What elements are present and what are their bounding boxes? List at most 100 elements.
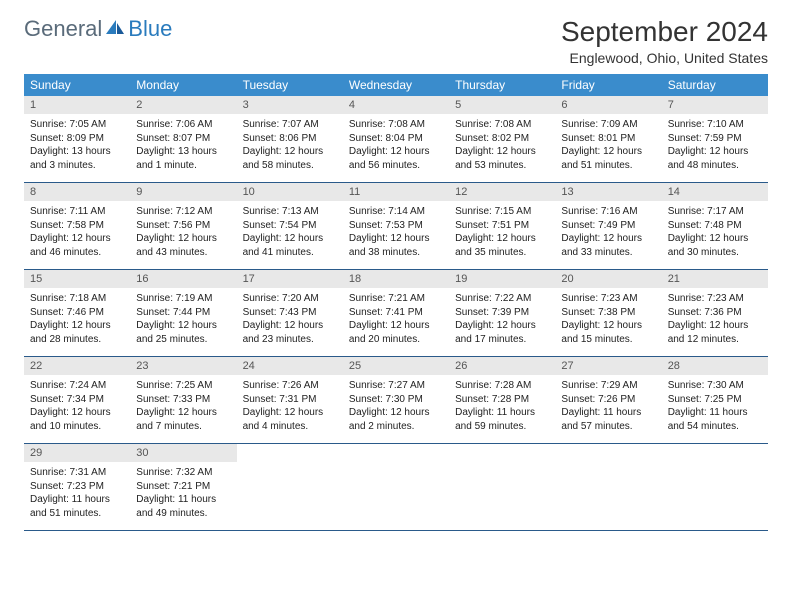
sunrise: Sunrise: 7:18 AM (30, 292, 124, 306)
sunrise: Sunrise: 7:08 AM (349, 118, 443, 132)
sunrise: Sunrise: 7:29 AM (561, 379, 655, 393)
daylight: Daylight: 11 hours and 54 minutes. (668, 406, 762, 433)
daylight: Daylight: 12 hours and 48 minutes. (668, 145, 762, 172)
day-number: 18 (343, 270, 449, 289)
day-cell: Sunrise: 7:10 AMSunset: 7:59 PMDaylight:… (662, 114, 768, 183)
sunset: Sunset: 7:30 PM (349, 393, 443, 407)
sunrise: Sunrise: 7:19 AM (136, 292, 230, 306)
day-cell: Sunrise: 7:23 AMSunset: 7:36 PMDaylight:… (662, 288, 768, 357)
sunset: Sunset: 8:09 PM (30, 132, 124, 146)
sunset: Sunset: 7:38 PM (561, 306, 655, 320)
day-number-row: 891011121314 (24, 183, 768, 202)
day-cell: Sunrise: 7:31 AMSunset: 7:23 PMDaylight:… (24, 462, 130, 531)
sunset: Sunset: 8:01 PM (561, 132, 655, 146)
daylight: Daylight: 12 hours and 28 minutes. (30, 319, 124, 346)
day-number: 3 (237, 96, 343, 114)
day-cell: Sunrise: 7:24 AMSunset: 7:34 PMDaylight:… (24, 375, 130, 444)
col-wednesday: Wednesday (343, 74, 449, 96)
daylight: Daylight: 12 hours and 4 minutes. (243, 406, 337, 433)
day-cell: Sunrise: 7:22 AMSunset: 7:39 PMDaylight:… (449, 288, 555, 357)
sunrise: Sunrise: 7:27 AM (349, 379, 443, 393)
day-number: 5 (449, 96, 555, 114)
sunrise: Sunrise: 7:11 AM (30, 205, 124, 219)
day-number: 8 (24, 183, 130, 202)
sunset: Sunset: 7:51 PM (455, 219, 549, 233)
day-cell: Sunrise: 7:23 AMSunset: 7:38 PMDaylight:… (555, 288, 661, 357)
day-number: 7 (662, 96, 768, 114)
sunset: Sunset: 7:23 PM (30, 480, 124, 494)
sunset: Sunset: 8:07 PM (136, 132, 230, 146)
day-number: 29 (24, 444, 130, 463)
day-cell: Sunrise: 7:32 AMSunset: 7:21 PMDaylight:… (130, 462, 236, 531)
daylight: Daylight: 12 hours and 17 minutes. (455, 319, 549, 346)
day-number: 2 (130, 96, 236, 114)
daylight: Daylight: 12 hours and 46 minutes. (30, 232, 124, 259)
day-number: 1 (24, 96, 130, 114)
day-cell: Sunrise: 7:07 AMSunset: 8:06 PMDaylight:… (237, 114, 343, 183)
day-cell: Sunrise: 7:17 AMSunset: 7:48 PMDaylight:… (662, 201, 768, 270)
sunset: Sunset: 7:31 PM (243, 393, 337, 407)
sunset: Sunset: 8:02 PM (455, 132, 549, 146)
col-friday: Friday (555, 74, 661, 96)
col-sunday: Sunday (24, 74, 130, 96)
daylight: Daylight: 13 hours and 3 minutes. (30, 145, 124, 172)
sunset: Sunset: 8:04 PM (349, 132, 443, 146)
daylight: Daylight: 11 hours and 57 minutes. (561, 406, 655, 433)
daylight: Daylight: 12 hours and 53 minutes. (455, 145, 549, 172)
sunrise: Sunrise: 7:16 AM (561, 205, 655, 219)
day-number: 22 (24, 357, 130, 376)
day-number-row: 2930 (24, 444, 768, 463)
day-number: 16 (130, 270, 236, 289)
day-number: 20 (555, 270, 661, 289)
day-number: 9 (130, 183, 236, 202)
daylight: Daylight: 12 hours and 2 minutes. (349, 406, 443, 433)
daylight: Daylight: 12 hours and 12 minutes. (668, 319, 762, 346)
day-number (555, 444, 661, 463)
day-number: 27 (555, 357, 661, 376)
day-cell: Sunrise: 7:28 AMSunset: 7:28 PMDaylight:… (449, 375, 555, 444)
day-number: 17 (237, 270, 343, 289)
daylight: Daylight: 12 hours and 15 minutes. (561, 319, 655, 346)
day-number (662, 444, 768, 463)
daylight: Daylight: 12 hours and 56 minutes. (349, 145, 443, 172)
sunset: Sunset: 7:36 PM (668, 306, 762, 320)
sunset: Sunset: 7:56 PM (136, 219, 230, 233)
sunset: Sunset: 7:43 PM (243, 306, 337, 320)
day-cell: Sunrise: 7:14 AMSunset: 7:53 PMDaylight:… (343, 201, 449, 270)
sunrise: Sunrise: 7:28 AM (455, 379, 549, 393)
daylight: Daylight: 12 hours and 51 minutes. (561, 145, 655, 172)
sunrise: Sunrise: 7:06 AM (136, 118, 230, 132)
daylight: Daylight: 12 hours and 25 minutes. (136, 319, 230, 346)
day-number: 15 (24, 270, 130, 289)
sunrise: Sunrise: 7:31 AM (30, 466, 124, 480)
day-number: 25 (343, 357, 449, 376)
daylight: Daylight: 11 hours and 51 minutes. (30, 493, 124, 520)
day-cell: Sunrise: 7:08 AMSunset: 8:04 PMDaylight:… (343, 114, 449, 183)
sunset: Sunset: 7:21 PM (136, 480, 230, 494)
day-cell: Sunrise: 7:20 AMSunset: 7:43 PMDaylight:… (237, 288, 343, 357)
day-cell: Sunrise: 7:26 AMSunset: 7:31 PMDaylight:… (237, 375, 343, 444)
daylight: Daylight: 11 hours and 49 minutes. (136, 493, 230, 520)
day-number: 23 (130, 357, 236, 376)
sunset: Sunset: 7:48 PM (668, 219, 762, 233)
sunrise: Sunrise: 7:10 AM (668, 118, 762, 132)
sunset: Sunset: 7:26 PM (561, 393, 655, 407)
daylight: Daylight: 12 hours and 30 minutes. (668, 232, 762, 259)
day-number: 12 (449, 183, 555, 202)
day-number: 6 (555, 96, 661, 114)
sunrise: Sunrise: 7:12 AM (136, 205, 230, 219)
day-cell: Sunrise: 7:18 AMSunset: 7:46 PMDaylight:… (24, 288, 130, 357)
day-cell (343, 462, 449, 531)
daylight: Daylight: 12 hours and 23 minutes. (243, 319, 337, 346)
day-cell: Sunrise: 7:21 AMSunset: 7:41 PMDaylight:… (343, 288, 449, 357)
day-cell: Sunrise: 7:29 AMSunset: 7:26 PMDaylight:… (555, 375, 661, 444)
logo-sail-icon (106, 16, 124, 42)
daylight: Daylight: 12 hours and 33 minutes. (561, 232, 655, 259)
day-number: 26 (449, 357, 555, 376)
day-cell: Sunrise: 7:05 AMSunset: 8:09 PMDaylight:… (24, 114, 130, 183)
col-thursday: Thursday (449, 74, 555, 96)
sunset: Sunset: 7:53 PM (349, 219, 443, 233)
sunset: Sunset: 7:54 PM (243, 219, 337, 233)
day-cell: Sunrise: 7:25 AMSunset: 7:33 PMDaylight:… (130, 375, 236, 444)
day-number (237, 444, 343, 463)
